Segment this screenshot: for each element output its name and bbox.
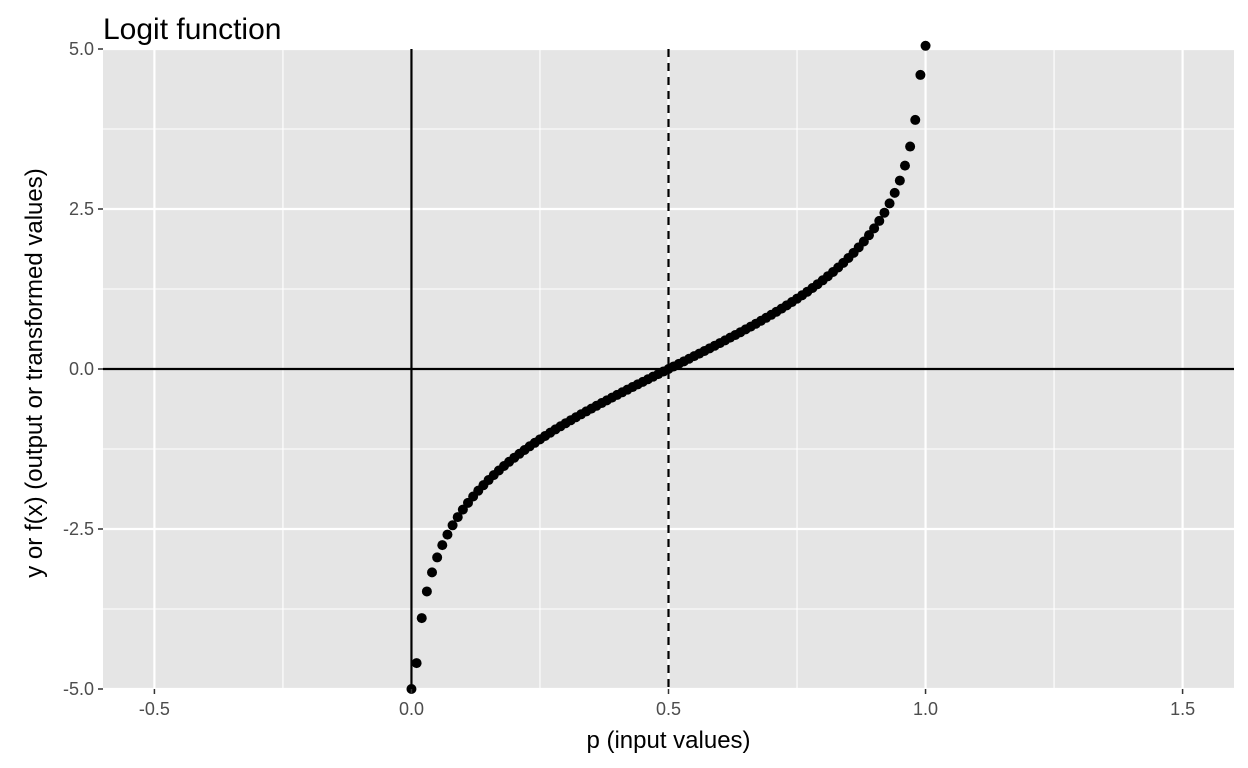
data-point <box>432 552 443 563</box>
data-point <box>863 230 874 241</box>
y-axis-ticks: -5.0 -2.5 0.0 2.5 5.0 <box>63 39 103 699</box>
data-point <box>889 187 900 198</box>
data-point <box>915 69 926 80</box>
x-tick-label: 0.5 <box>656 699 681 719</box>
y-tick-label: 0.0 <box>69 359 94 379</box>
data-point <box>884 198 895 209</box>
chart-title: Logit function <box>103 13 281 46</box>
data-point <box>411 658 422 669</box>
x-axis-ticks: -0.5 0.0 0.5 1.0 1.5 <box>139 689 1195 719</box>
x-tick-label: 1.0 <box>913 699 938 719</box>
data-point <box>437 540 448 551</box>
x-tick-label: -0.5 <box>139 699 170 719</box>
data-point <box>427 567 438 578</box>
data-point <box>421 586 432 597</box>
data-point <box>442 529 453 540</box>
y-tick-label: 2.5 <box>69 199 94 219</box>
data-point <box>910 114 921 125</box>
data-point <box>452 512 463 523</box>
y-axis-title: y or f(x) (output or transformed values) <box>21 168 48 577</box>
data-point <box>416 613 427 624</box>
data-point <box>447 520 458 531</box>
x-axis-title: p (input values) <box>586 727 750 754</box>
y-tick-label: 5.0 <box>69 39 94 59</box>
data-point <box>894 175 905 186</box>
x-tick-label: 1.5 <box>1170 699 1195 719</box>
data-point <box>869 223 880 234</box>
y-tick-label: -5.0 <box>63 679 94 699</box>
x-tick-label: 0.0 <box>399 699 424 719</box>
data-point <box>899 160 910 171</box>
data-point <box>920 40 931 51</box>
data-points <box>406 40 931 694</box>
data-point <box>905 141 916 152</box>
data-point <box>879 207 890 218</box>
data-point <box>457 504 468 515</box>
y-tick-label: -2.5 <box>63 519 94 539</box>
data-point <box>874 215 885 226</box>
